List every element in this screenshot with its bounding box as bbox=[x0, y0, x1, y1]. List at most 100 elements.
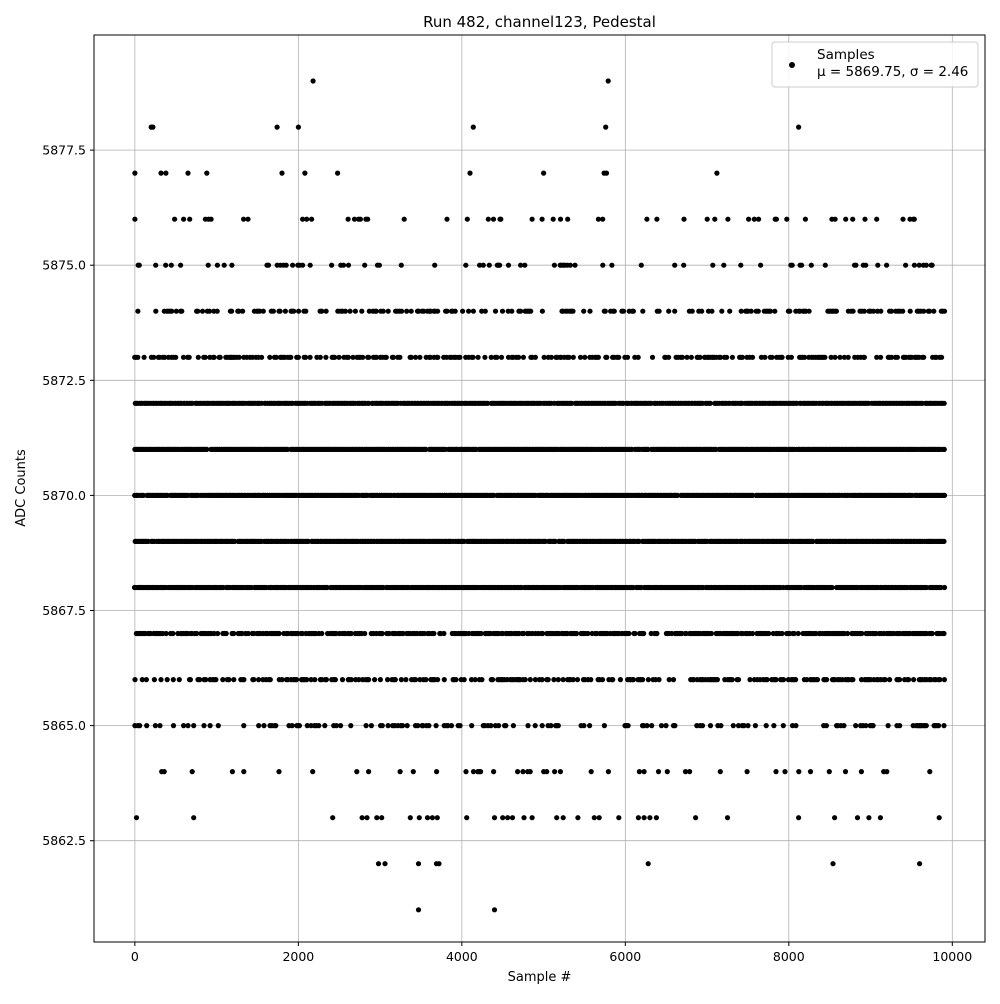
data-point bbox=[900, 216, 906, 222]
data-point bbox=[357, 216, 363, 222]
data-point bbox=[302, 170, 308, 176]
data-point bbox=[609, 262, 615, 268]
data-point bbox=[288, 354, 294, 360]
data-point bbox=[850, 677, 856, 683]
data-point bbox=[427, 354, 433, 360]
data-point bbox=[345, 354, 351, 360]
data-point bbox=[486, 262, 492, 268]
data-point bbox=[520, 769, 526, 775]
data-point bbox=[229, 308, 235, 314]
data-point bbox=[921, 308, 927, 314]
data-point bbox=[466, 308, 472, 314]
data-point bbox=[379, 630, 385, 637]
data-point bbox=[635, 815, 642, 821]
data-point bbox=[490, 677, 496, 683]
data-point bbox=[603, 170, 610, 176]
data-point bbox=[208, 216, 214, 222]
data-point bbox=[751, 216, 757, 222]
data-point bbox=[900, 308, 906, 314]
data-point bbox=[773, 769, 779, 775]
data-point bbox=[854, 815, 861, 821]
data-point bbox=[871, 308, 877, 314]
data-point bbox=[170, 723, 177, 729]
data-point bbox=[296, 308, 302, 314]
data-point bbox=[187, 677, 193, 683]
data-point bbox=[157, 723, 163, 729]
data-point bbox=[877, 815, 884, 821]
data-point bbox=[605, 769, 612, 775]
data-point bbox=[261, 723, 267, 729]
data-point bbox=[693, 815, 699, 821]
data-point bbox=[843, 216, 849, 222]
data-point bbox=[897, 677, 903, 683]
data-point bbox=[941, 584, 948, 591]
data-point bbox=[491, 769, 497, 775]
data-point bbox=[283, 262, 289, 268]
data-point bbox=[206, 308, 213, 314]
data-point bbox=[656, 677, 662, 683]
data-point bbox=[256, 677, 262, 683]
data-point bbox=[927, 769, 933, 775]
data-point bbox=[917, 861, 923, 867]
data-point bbox=[478, 630, 484, 637]
data-point bbox=[494, 354, 500, 360]
data-point bbox=[853, 262, 859, 268]
x-tick-label: 6000 bbox=[609, 949, 641, 964]
data-point bbox=[645, 861, 651, 867]
data-point bbox=[408, 354, 414, 360]
data-point bbox=[488, 723, 494, 729]
y-tick-label: 5872.5 bbox=[42, 373, 86, 388]
data-point bbox=[366, 769, 372, 775]
data-point bbox=[882, 677, 888, 683]
data-point bbox=[529, 216, 535, 222]
data-point bbox=[204, 446, 210, 452]
data-point bbox=[884, 769, 890, 775]
data-point bbox=[189, 769, 195, 775]
data-point bbox=[509, 308, 515, 314]
data-point bbox=[626, 630, 632, 637]
data-point bbox=[878, 308, 884, 314]
data-point bbox=[793, 723, 799, 729]
data-point bbox=[714, 677, 721, 683]
data-point bbox=[862, 216, 868, 222]
data-point bbox=[300, 262, 306, 268]
data-point bbox=[348, 630, 354, 637]
data-point bbox=[330, 815, 336, 821]
data-point bbox=[322, 723, 328, 729]
data-point bbox=[802, 216, 809, 222]
data-point bbox=[505, 308, 511, 314]
data-point bbox=[434, 815, 440, 821]
data-point bbox=[574, 677, 581, 683]
data-point bbox=[735, 677, 742, 683]
data-point bbox=[635, 354, 641, 360]
data-point bbox=[666, 677, 672, 683]
data-point bbox=[941, 446, 947, 452]
data-point bbox=[215, 630, 221, 637]
data-point bbox=[460, 308, 466, 314]
data-point bbox=[444, 308, 450, 314]
data-point bbox=[241, 677, 247, 683]
data-point bbox=[429, 815, 435, 821]
y-tick-label: 5862.5 bbox=[42, 833, 86, 848]
data-point bbox=[845, 354, 851, 360]
data-point bbox=[861, 354, 868, 360]
data-point bbox=[251, 677, 257, 683]
data-point bbox=[640, 677, 646, 683]
data-point bbox=[763, 723, 769, 729]
data-point bbox=[832, 354, 838, 360]
data-point bbox=[560, 815, 566, 821]
x-tick-label: 4000 bbox=[446, 949, 478, 964]
data-point bbox=[435, 308, 441, 314]
data-point bbox=[605, 78, 611, 84]
legend-label-stats: μ = 5869.75, σ = 2.46 bbox=[817, 64, 968, 80]
data-point bbox=[710, 262, 716, 268]
data-point bbox=[718, 723, 724, 729]
data-point bbox=[581, 308, 587, 314]
data-point bbox=[541, 170, 547, 176]
data-point bbox=[666, 354, 672, 360]
data-point bbox=[616, 354, 622, 360]
data-point bbox=[907, 308, 913, 314]
data-point bbox=[717, 769, 723, 775]
data-point bbox=[863, 723, 869, 729]
data-point bbox=[570, 354, 576, 360]
